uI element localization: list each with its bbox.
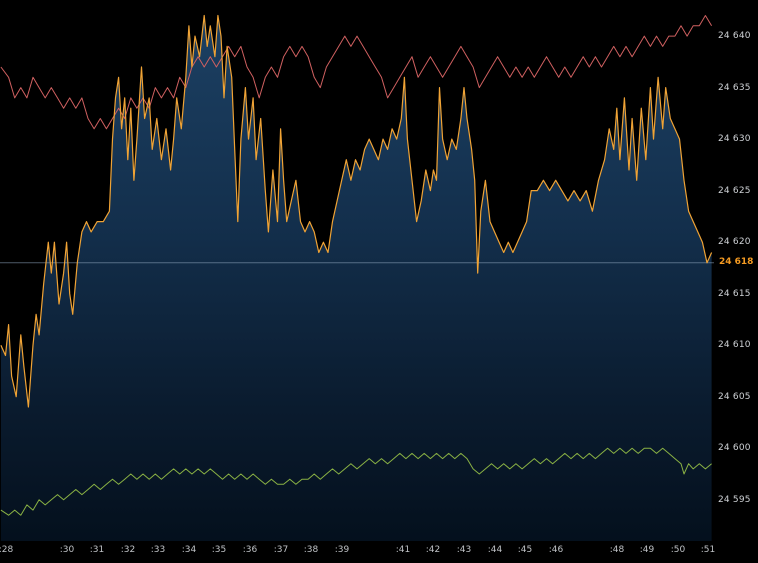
- red-line-series: [0, 15, 713, 130]
- x-axis-tick-label: :37: [273, 545, 289, 555]
- x-axis-tick-label: :34: [181, 545, 197, 555]
- green-line-series: [0, 447, 712, 516]
- y-axis-tick-label: 24 635: [718, 82, 751, 93]
- y-axis-tick-label: 24 595: [718, 494, 751, 505]
- chart-plot-area[interactable]: [0, 0, 714, 541]
- y-axis-tick-label: 24 610: [718, 340, 751, 351]
- x-axis-tick-label: :50: [670, 545, 686, 555]
- chart-canvas[interactable]: [0, 0, 714, 541]
- x-axis-tick-label: :44: [487, 545, 503, 555]
- y-axis-tick-label: 24 605: [718, 391, 751, 402]
- time-axis[interactable]: :28 :30 :31 :32 :33 :34 :35 :36 :37 :38 :39 :41 :42:…: [0, 541, 758, 563]
- x-axis-tick-label: :32: [120, 545, 136, 555]
- x-axis-tick-label: :36: [242, 545, 258, 555]
- x-axis-tick-label: :39: [334, 545, 350, 555]
- x-axis-tick-label: :35: [211, 545, 227, 555]
- last-price-label: 24 618: [719, 256, 754, 267]
- orange-area-series: [0, 14, 713, 408]
- x-axis-tick-label: :43: [456, 545, 472, 555]
- x-axis-tick-label: :49: [639, 545, 655, 555]
- orange-series-area-fill: [0, 15, 712, 541]
- y-axis-tick-label: 24 640: [718, 31, 751, 42]
- x-axis-tick-label: :42: [425, 545, 441, 555]
- y-axis-tick-label: 24 620: [718, 237, 751, 248]
- x-axis-tick-label: :48: [609, 545, 625, 555]
- y-axis-tick-label: 24 630: [718, 134, 751, 145]
- price-axis[interactable]: 24 618 24 640 24 635 24 630 24 625 24 620 24 …: [714, 0, 758, 541]
- x-axis-tick-label: :41: [395, 545, 411, 555]
- x-axis-tick-label: :46: [548, 545, 564, 555]
- y-axis-tick-label: 24 600: [718, 443, 751, 454]
- x-axis-tick-label: :45: [517, 545, 533, 555]
- x-axis-tick-label: :33: [150, 545, 166, 555]
- y-axis-tick-label: 24 615: [718, 288, 751, 299]
- x-axis-tick-label: :51: [700, 545, 716, 555]
- y-axis-tick-label: 24 625: [718, 185, 751, 196]
- x-axis-tick-label: :30: [59, 545, 75, 555]
- x-axis-tick-label: :28: [0, 545, 14, 555]
- x-axis-tick-label: :38: [303, 545, 319, 555]
- x-axis-tick-label: :31: [89, 545, 105, 555]
